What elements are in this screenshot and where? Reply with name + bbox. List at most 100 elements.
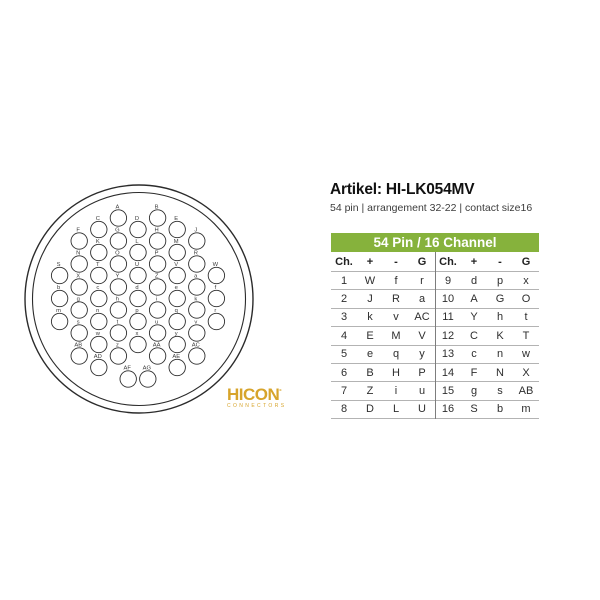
pin-label: r [214, 308, 216, 314]
column-header-minus: - [383, 252, 409, 272]
pin-assignment: T [513, 326, 539, 346]
column-header-channel: Ch. [331, 252, 357, 272]
pin-assignment: k [357, 308, 383, 328]
pin-label: s [77, 319, 80, 325]
pin-label: w [95, 331, 101, 337]
pin-assignment: R [383, 289, 409, 309]
hicon-logo-wordmark: HICON° [227, 386, 307, 403]
pin-table-row: 10 A G O [435, 289, 539, 309]
pin-label: C [96, 216, 100, 222]
pin-assignment: n [487, 345, 513, 364]
pin-assignment: i [383, 381, 409, 401]
pin-contact [188, 301, 206, 319]
pin-label: z [116, 342, 119, 348]
pin-label: v [194, 319, 197, 325]
pin-assignment: u [409, 381, 435, 401]
pin-assignment: X [513, 363, 539, 383]
pin-contact [90, 243, 108, 262]
pin-contact [70, 301, 88, 319]
connector-inner-ring [31, 191, 247, 407]
pin-contact [50, 289, 69, 308]
pin-assignment: S [461, 400, 487, 420]
pin-label: n [96, 308, 99, 314]
pin-contact [129, 243, 147, 262]
channel-number: 6 [331, 363, 357, 383]
pin-assignment: s [487, 381, 513, 401]
channel-number: 16 [435, 400, 461, 420]
pin-assignment: O [513, 289, 539, 309]
pin-label: N [76, 250, 80, 256]
channel-number: 7 [331, 381, 357, 401]
pin-label: O [115, 250, 120, 256]
channel-number: 2 [331, 289, 357, 309]
pin-assignment: F [461, 363, 487, 383]
pin-label: q [175, 308, 178, 314]
pin-label: g [77, 296, 80, 302]
pin-label: Z [155, 273, 159, 279]
pin-assignment: x [513, 271, 539, 291]
pin-contact [129, 335, 147, 354]
pin-contact [129, 312, 147, 331]
pin-contact [50, 266, 69, 285]
pin-contact [148, 209, 167, 227]
channel-number: 13 [435, 345, 461, 364]
pin-label: B [155, 204, 159, 210]
pin-label: e [175, 285, 178, 291]
pin-table-row: 12 C K T [435, 326, 539, 346]
pin-assignment: H [383, 363, 409, 383]
pin-assignment: N [487, 363, 513, 383]
pin-contact [168, 289, 186, 308]
pin-contact [168, 358, 186, 377]
pin-assignment: W [357, 271, 383, 291]
pin-assignment: B [357, 363, 383, 383]
pin-label: A [115, 204, 119, 210]
pin-contact [109, 324, 128, 342]
column-header-ground: G [409, 252, 435, 272]
channel-number: 15 [435, 381, 461, 401]
column-header-ground: G [513, 252, 539, 272]
pin-contact [188, 347, 206, 365]
pin-assignment: y [409, 345, 435, 364]
pin-label: AF [123, 365, 131, 371]
pin-contact [90, 312, 108, 331]
pin-assignment: e [357, 345, 383, 364]
pin-contact [90, 358, 108, 377]
pin-assignment: L [383, 400, 409, 420]
channel-number: 5 [331, 345, 357, 364]
pin-assignment: A [461, 289, 487, 309]
pin-contact [109, 209, 128, 227]
pin-contact [168, 243, 186, 262]
pin-assignment: f [383, 271, 409, 291]
pin-label: k [194, 296, 197, 302]
pin-table-row: 13 c n w [435, 345, 539, 364]
column-header-minus: - [487, 252, 513, 272]
pin-label: X [76, 273, 80, 279]
pin-assignment: v [383, 308, 409, 328]
pin-assignment: h [487, 308, 513, 328]
pin-label: AA [153, 342, 161, 348]
hicon-logo-text: HICON [227, 385, 280, 404]
pin-contact [70, 347, 88, 365]
pin-contact [109, 255, 128, 273]
pin-assignment: V [409, 326, 435, 346]
pin-contact [70, 324, 88, 342]
channel-number: 1 [331, 271, 357, 291]
pin-contact [148, 324, 167, 342]
pin-table-header-row: Ch. + - G [331, 252, 435, 272]
pin-assignment: c [461, 345, 487, 364]
channel-number: 11 [435, 308, 461, 328]
pin-label: G [115, 227, 120, 233]
pin-contact [148, 347, 167, 365]
pin-label: c [96, 285, 99, 291]
pin-assignment: M [383, 326, 409, 346]
pin-assignment: d [461, 271, 487, 291]
